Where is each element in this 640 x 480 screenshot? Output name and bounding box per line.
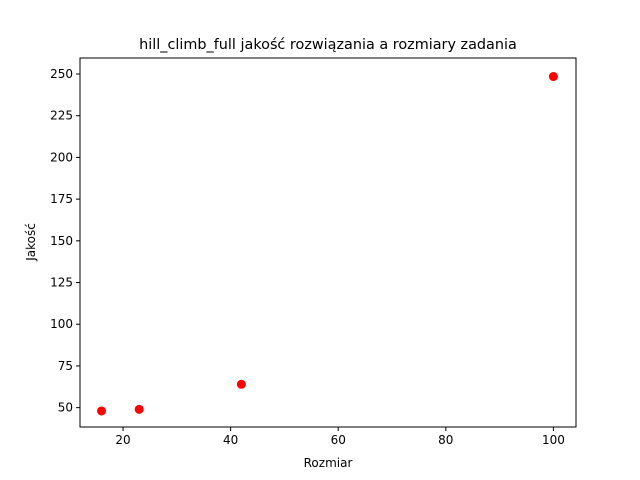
y-tick-label: 150 xyxy=(50,234,73,248)
y-tick-label: 100 xyxy=(50,317,73,331)
y-tick-label: 175 xyxy=(50,192,73,206)
data-point xyxy=(97,406,107,416)
plot-area: 20 40 60 80 100 50 75 100 125 150 175 200 225 250 xyxy=(50,57,577,447)
y-tick-label: 250 xyxy=(50,67,73,81)
x-tick-label: 60 xyxy=(331,433,346,447)
y-axis-label: Jakość xyxy=(24,223,38,262)
y-tick-label: 50 xyxy=(58,401,73,415)
x-tick-label: 20 xyxy=(115,433,130,447)
data-point xyxy=(134,404,144,414)
data-point xyxy=(548,72,558,82)
chart-title: hill_climb_full jakość rozwiązania a roz… xyxy=(139,37,517,53)
y-tick-label: 75 xyxy=(58,359,73,373)
x-tick-label: 80 xyxy=(438,433,453,447)
y-tick-label: 200 xyxy=(50,150,73,164)
y-tick-label: 225 xyxy=(50,109,73,123)
x-axis-label: Rozmiar xyxy=(304,456,353,470)
y-tick-label: 125 xyxy=(50,276,73,290)
x-tick-label: 40 xyxy=(223,433,238,447)
plot-frame xyxy=(79,57,577,428)
data-point xyxy=(236,379,246,389)
x-tick-label: 100 xyxy=(542,433,565,447)
